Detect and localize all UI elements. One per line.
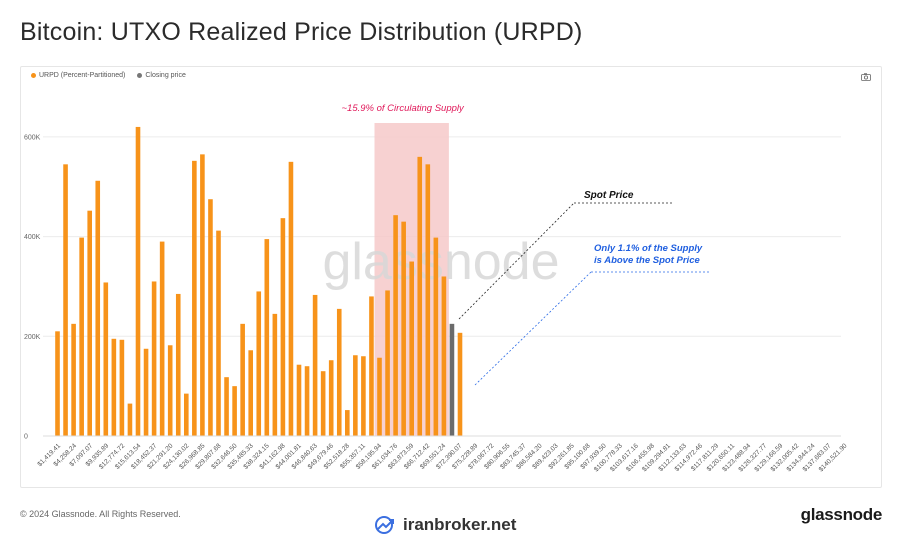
- bar-urpd[interactable]: [71, 323, 76, 436]
- bar-urpd[interactable]: [320, 371, 326, 436]
- bar-urpd[interactable]: [272, 313, 278, 436]
- page-title: Bitcoin: UTXO Realized Price Distributio…: [20, 18, 583, 46]
- bar-urpd[interactable]: [401, 221, 406, 436]
- bar-urpd[interactable]: [248, 350, 253, 436]
- supply-band-label: ~15.9% of Circulating Supply: [342, 103, 466, 114]
- bar-urpd[interactable]: [232, 386, 237, 436]
- above-spot-label-line2: is Above the Spot Price: [594, 255, 700, 266]
- bar-urpd[interactable]: [208, 199, 213, 436]
- bar-urpd[interactable]: [103, 282, 109, 436]
- bar-urpd[interactable]: [280, 218, 286, 436]
- legend-label-closing: Closing price: [145, 72, 186, 79]
- bar-urpd[interactable]: [127, 403, 133, 436]
- bar-urpd[interactable]: [377, 357, 382, 436]
- bar-urpd[interactable]: [256, 291, 262, 436]
- bar-urpd[interactable]: [167, 345, 173, 436]
- camera-icon[interactable]: [861, 73, 871, 81]
- bar-urpd[interactable]: [336, 308, 342, 436]
- y-tick-label: 200K: [24, 334, 41, 341]
- bar-urpd[interactable]: [288, 161, 294, 436]
- bar-urpd[interactable]: [312, 294, 318, 436]
- bar-urpd[interactable]: [184, 393, 189, 436]
- watermark-text: glassnode: [322, 233, 559, 291]
- bar-urpd[interactable]: [345, 410, 350, 436]
- bar-urpd[interactable]: [296, 364, 302, 436]
- bar-urpd[interactable]: [240, 323, 245, 436]
- bar-urpd[interactable]: [63, 164, 68, 437]
- bar-urpd[interactable]: [200, 154, 205, 436]
- legend-dot-closing: [137, 73, 143, 78]
- bar-urpd[interactable]: [175, 293, 181, 436]
- y-tick-label: 0: [24, 434, 28, 441]
- bar-urpd[interactable]: [55, 331, 60, 436]
- footer-copyright: © 2024 Glassnode. All Rights Reserved.: [20, 509, 181, 519]
- bar-urpd[interactable]: [369, 296, 374, 436]
- legend-dot-urpd: [31, 73, 36, 78]
- urpd-chart: 0 200K 400K 600K ~15.9% of Circulating Suppl…: [24, 103, 849, 473]
- bar-urpd[interactable]: [224, 377, 229, 436]
- footer-brand: glassnode: [800, 505, 883, 524]
- bar-urpd[interactable]: [216, 230, 221, 436]
- bar-urpd[interactable]: [433, 237, 439, 436]
- bar-urpd[interactable]: [87, 210, 92, 436]
- chart-legend: URPD (Percent-Partitioned) Closing price: [31, 72, 186, 79]
- trend-logo-icon: [375, 516, 394, 534]
- bar-closing-price[interactable]: [449, 323, 455, 436]
- bar-urpd[interactable]: [385, 290, 390, 436]
- bar-urpd[interactable]: [159, 241, 165, 436]
- spot-price-connector: [458, 202, 575, 320]
- y-tick-label: 400K: [24, 234, 41, 241]
- bar-urpd[interactable]: [79, 237, 84, 436]
- bar-urpd[interactable]: [151, 281, 157, 436]
- bar-urpd[interactable]: [393, 215, 398, 436]
- bar-urpd[interactable]: [111, 338, 117, 436]
- bar-urpd[interactable]: [409, 261, 414, 436]
- bar-urpd[interactable]: [417, 156, 423, 436]
- bar-urpd[interactable]: [304, 366, 310, 436]
- bar-urpd[interactable]: [328, 360, 334, 436]
- bar-urpd[interactable]: [135, 126, 141, 436]
- bar-urpd[interactable]: [143, 348, 149, 436]
- bar-urpd[interactable]: [95, 180, 101, 436]
- chart-card: 0 200K 400K 600K ~15.9% of Circulating Suppl…: [20, 66, 882, 488]
- above-spot-connector: [474, 271, 592, 386]
- spot-price-label: Spot Price: [584, 190, 634, 201]
- footer-site[interactable]: iranbroker.net: [375, 515, 516, 535]
- y-tick-label: 600K: [24, 134, 41, 141]
- bar-urpd[interactable]: [441, 276, 447, 436]
- above-spot-label-line1: Only 1.1% of the Supply: [594, 243, 703, 254]
- bar-urpd[interactable]: [192, 160, 197, 436]
- bar-urpd[interactable]: [264, 239, 270, 436]
- footer-site-label: iranbroker.net: [403, 515, 517, 534]
- bar-urpd[interactable]: [353, 355, 358, 436]
- legend-item-closing[interactable]: Closing price: [137, 72, 186, 79]
- legend-item-urpd[interactable]: URPD (Percent-Partitioned): [31, 72, 125, 79]
- bar-urpd[interactable]: [361, 356, 366, 436]
- bar-urpd[interactable]: [425, 164, 431, 437]
- legend-label-urpd: URPD (Percent-Partitioned): [39, 72, 126, 79]
- bar-urpd[interactable]: [457, 332, 463, 436]
- bar-urpd[interactable]: [119, 339, 125, 436]
